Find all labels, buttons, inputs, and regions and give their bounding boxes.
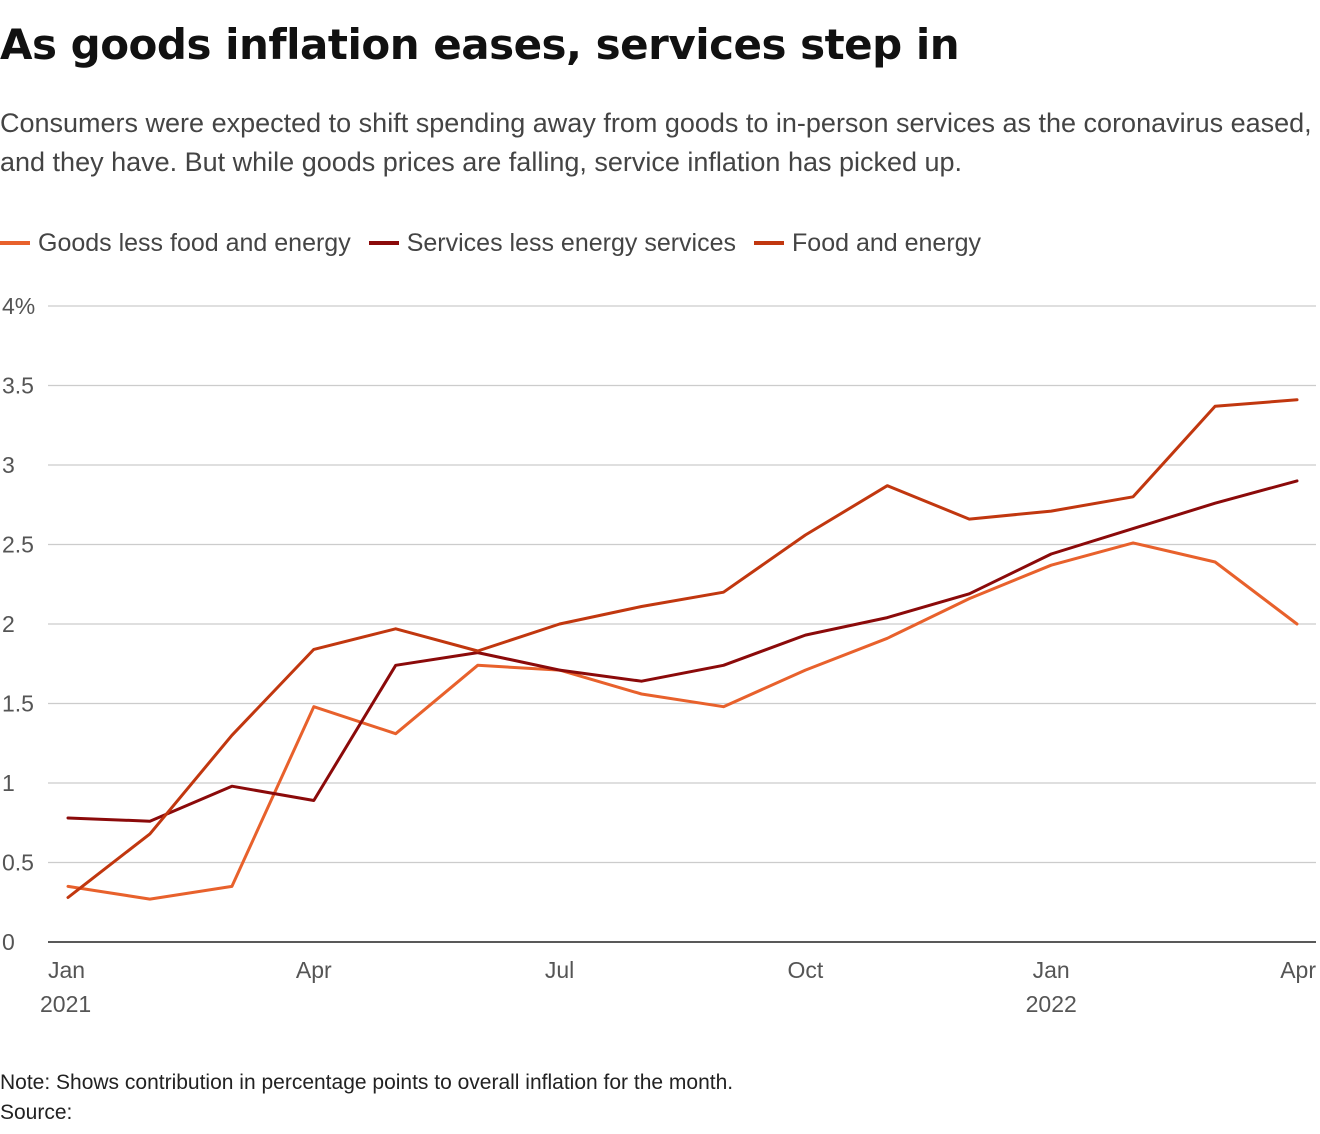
y-tick-label: 2.5	[2, 532, 34, 558]
legend-label-food: Food and energy	[792, 228, 982, 257]
series-line-goods	[66, 541, 1299, 901]
legend-item-services: Services less energy services	[368, 228, 737, 258]
source-text: Source:	[0, 1101, 73, 1124]
x-tick-label: Oct	[788, 957, 824, 983]
legend-label-goods: Goods less food and energy	[38, 228, 351, 257]
line-chart: 0 0.5 1 1.5 2 2.5 3 3.5 4% Jan 2021 Apr Jul Oct Jan 20…	[2, 293, 1316, 1017]
x-tick-label: Apr	[296, 957, 332, 983]
legend-item-goods: Goods less food and energy	[0, 229, 351, 258]
legend-label-services: Services less energy services	[406, 228, 737, 257]
y-tick-label: 3.5	[2, 373, 34, 399]
y-tick-label: 2	[2, 611, 15, 637]
x-tick-label: Jul	[545, 957, 574, 983]
legend-swatch-services	[368, 241, 399, 245]
series-line-services	[66, 479, 1299, 823]
y-tick-label: 1.5	[2, 691, 34, 717]
x-tick-label: Jan	[1033, 957, 1070, 983]
legend-swatch-food	[754, 241, 785, 245]
y-axis-labels: 0 0.5 1 1.5 2 2.5 3 3.5 4%	[2, 293, 35, 955]
x-tick-year-label: 2021	[40, 991, 91, 1017]
series-line-food	[66, 398, 1299, 899]
footnote: Note: Shows contribution in percentage p…	[0, 1068, 733, 1128]
chart-title: As goods inflation eases, services step …	[0, 20, 960, 69]
x-tick-label: Jan	[48, 957, 85, 983]
grid	[48, 305, 1316, 943]
y-tick-label: 0	[2, 929, 15, 955]
note-text: Note: Shows contribution in percentage p…	[0, 1071, 734, 1094]
y-tick-label: 1	[2, 770, 15, 796]
y-tick-label: 4%	[2, 293, 35, 319]
legend: Goods less food and energy Services less…	[0, 226, 999, 260]
x-tick-label: Apr	[1280, 957, 1316, 983]
legend-swatch-goods	[0, 241, 30, 245]
x-axis-labels: Jan 2021 Apr Jul Oct Jan 2022 Apr	[40, 957, 1316, 1017]
legend-item-food: Food and energy	[754, 229, 981, 258]
y-tick-label: 3	[2, 452, 15, 478]
series-lines	[66, 398, 1299, 901]
chart-subtitle: Consumers were expected to shift spendin…	[0, 108, 1312, 177]
y-tick-label: 0.5	[2, 850, 34, 876]
x-tick-year-label: 2022	[1026, 991, 1077, 1017]
